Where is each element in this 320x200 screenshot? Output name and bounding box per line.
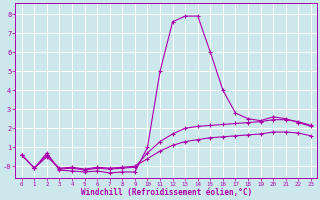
X-axis label: Windchill (Refroidissement éolien,°C): Windchill (Refroidissement éolien,°C) [81,188,252,197]
